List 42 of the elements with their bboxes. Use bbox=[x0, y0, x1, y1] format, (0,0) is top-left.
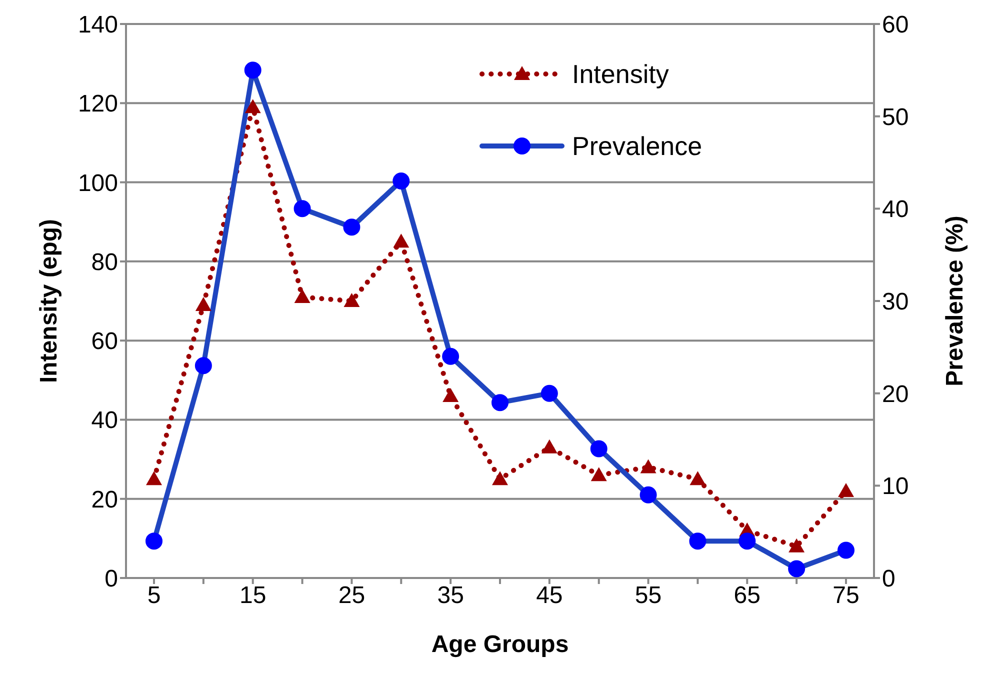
y-tick-label: 120 bbox=[78, 90, 118, 118]
y-tick-label: 40 bbox=[91, 407, 118, 434]
point bbox=[294, 289, 310, 304]
y-tick-label: 60 bbox=[91, 328, 118, 356]
y-tick-label: 80 bbox=[91, 248, 118, 276]
point bbox=[788, 538, 805, 552]
y2-axis-title: Prevalence (%) bbox=[942, 216, 969, 386]
legend-label: Prevalence bbox=[572, 130, 702, 162]
point bbox=[442, 388, 459, 402]
y-tick-label: 140 bbox=[78, 12, 118, 39]
x-tick-label: 65 bbox=[734, 582, 760, 610]
y-axis-title: Intensity (epg) bbox=[36, 218, 63, 384]
y2-tick-label: 50 bbox=[882, 104, 909, 131]
legend-label: Intensity bbox=[572, 58, 669, 90]
point bbox=[492, 471, 508, 486]
y-tick-label: 20 bbox=[91, 486, 118, 514]
x-tick-label: 25 bbox=[338, 582, 366, 610]
y2-tick-label: 60 bbox=[882, 12, 909, 39]
x-tick-label: 15 bbox=[240, 582, 266, 610]
x-tick-label: 45 bbox=[536, 582, 563, 610]
point bbox=[838, 482, 854, 497]
x-axis-title: Age Groups bbox=[431, 631, 569, 658]
y2-tick-label: 40 bbox=[882, 196, 909, 224]
y2-tick-label: 30 bbox=[882, 288, 909, 316]
point bbox=[640, 459, 656, 474]
point bbox=[195, 296, 212, 311]
y2-tick-label: 20 bbox=[882, 380, 909, 408]
point bbox=[541, 439, 558, 454]
y-tick-label: 0 bbox=[104, 566, 118, 593]
point bbox=[590, 467, 607, 482]
y-tick-label: 100 bbox=[78, 170, 118, 197]
x-tick-label: 55 bbox=[634, 582, 662, 610]
point bbox=[146, 471, 162, 486]
point bbox=[344, 293, 360, 307]
y2-tick-label: 10 bbox=[882, 473, 909, 500]
point bbox=[393, 234, 410, 248]
x-tick-label: 35 bbox=[437, 582, 464, 610]
point bbox=[244, 99, 261, 114]
x-tick-label: 5 bbox=[147, 582, 161, 610]
y2-tick-label: 0 bbox=[882, 566, 896, 593]
point bbox=[690, 471, 706, 486]
x-tick-label: 75 bbox=[832, 582, 860, 610]
